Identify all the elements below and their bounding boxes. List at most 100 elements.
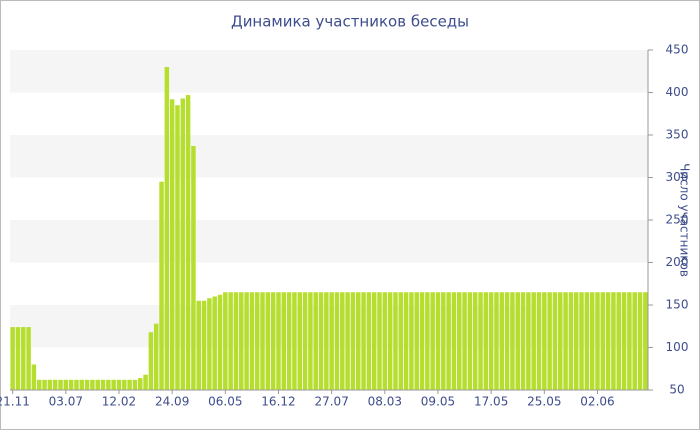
bar — [643, 292, 648, 390]
bar — [21, 327, 26, 390]
bar — [79, 379, 85, 390]
bar — [153, 323, 159, 390]
bar — [292, 292, 297, 390]
bar — [185, 95, 191, 391]
bar — [515, 292, 520, 390]
bar — [409, 292, 414, 390]
bar — [47, 379, 53, 390]
bar — [324, 292, 329, 390]
bar — [63, 379, 69, 390]
bar — [627, 292, 632, 390]
bar — [239, 292, 244, 390]
bar — [595, 292, 600, 390]
bar — [84, 379, 90, 390]
bar — [159, 181, 164, 390]
bar — [547, 292, 552, 390]
bar — [281, 292, 287, 390]
bar — [286, 292, 292, 390]
grid-band — [10, 220, 648, 263]
bar — [488, 292, 494, 390]
bar — [74, 379, 79, 390]
bar — [42, 379, 47, 390]
bar — [531, 292, 536, 390]
bar — [90, 379, 95, 390]
bar — [52, 379, 58, 390]
y-tick-label: 150 — [666, 298, 689, 312]
y-tick-label: 450 — [666, 43, 689, 57]
bar — [143, 374, 148, 390]
bar — [499, 292, 505, 390]
bar — [457, 292, 462, 390]
bar — [148, 332, 154, 390]
bar — [494, 292, 499, 390]
bar — [254, 292, 260, 390]
bar — [520, 292, 526, 390]
x-tick-label: 08.03 — [368, 395, 402, 409]
bar — [403, 292, 409, 390]
bar — [265, 292, 271, 390]
bar — [563, 292, 568, 390]
bar — [217, 294, 223, 390]
bar — [207, 298, 212, 390]
bar — [37, 379, 42, 390]
bar — [276, 292, 281, 390]
x-tick-label: 09.05 — [421, 395, 455, 409]
bar — [605, 292, 611, 390]
bar — [58, 379, 63, 390]
bar — [600, 292, 606, 390]
bar — [244, 292, 249, 390]
bar — [132, 379, 138, 390]
bar — [111, 379, 116, 390]
bar — [164, 67, 170, 390]
y-tick-label: 350 — [666, 128, 689, 142]
bar — [345, 292, 350, 390]
y-tick-label: 200 — [666, 255, 689, 269]
bar — [196, 300, 201, 390]
bar — [621, 292, 627, 390]
bar — [249, 292, 255, 390]
bar — [212, 296, 217, 390]
chart-title: Динамика участников беседы — [231, 13, 469, 31]
bar — [302, 292, 308, 390]
bar — [616, 292, 621, 390]
bar — [371, 292, 377, 390]
x-tick-label: 06.05 — [208, 395, 242, 409]
bar — [201, 300, 207, 390]
y-tick-label: 50 — [669, 383, 684, 397]
bar — [127, 379, 132, 390]
bar — [558, 292, 563, 390]
bar — [169, 99, 175, 391]
bar — [526, 292, 531, 390]
x-tick-label: 27.07 — [314, 395, 348, 409]
bar — [387, 292, 393, 390]
bar — [425, 292, 430, 390]
bar — [419, 292, 425, 390]
bar — [414, 292, 419, 390]
bar — [26, 327, 31, 390]
x-tick-label: 24.09 — [155, 395, 189, 409]
bar — [398, 292, 404, 390]
bar — [611, 292, 616, 390]
bar — [233, 292, 239, 390]
bar — [31, 364, 37, 390]
bar — [313, 292, 318, 390]
x-tick-label: 21.11 — [0, 395, 30, 409]
bar — [568, 292, 574, 390]
bar — [180, 98, 186, 390]
bar — [191, 146, 196, 390]
bar — [138, 378, 143, 390]
bar — [472, 292, 478, 390]
bar — [329, 292, 334, 390]
bar — [467, 292, 473, 390]
bar — [350, 292, 356, 390]
bar — [393, 292, 398, 390]
bar — [504, 292, 510, 390]
bar — [573, 292, 579, 390]
bar — [589, 292, 595, 390]
bar — [68, 379, 74, 390]
bar — [223, 292, 228, 390]
y-tick-label: 250 — [666, 213, 689, 227]
bar — [116, 379, 122, 390]
grid-band — [10, 50, 648, 93]
x-tick-label: 16.12 — [261, 395, 295, 409]
